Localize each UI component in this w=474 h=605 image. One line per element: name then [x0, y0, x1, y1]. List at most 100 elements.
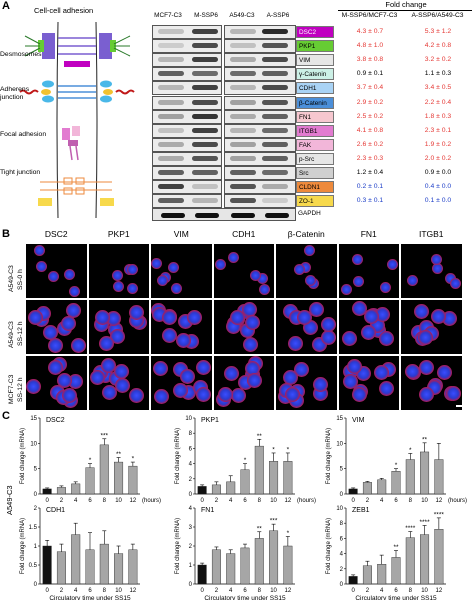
x-tick-label: 2: [366, 588, 370, 594]
bar: [211, 484, 221, 495]
y-tick-label: 4: [340, 552, 344, 558]
y-axis-label: Fold change (mRNA): [175, 428, 181, 484]
y-tick-label: 3: [189, 525, 193, 531]
cell-blob: [126, 264, 138, 276]
x-tick-label: 10: [421, 498, 428, 504]
if-image: [401, 244, 462, 298]
cell-blob: [341, 284, 353, 295]
if-image: [88, 356, 149, 410]
if-row-cell: A549-C3: [8, 265, 15, 292]
cell-blob: [154, 388, 170, 404]
bar: [405, 537, 415, 585]
cell-blob: [99, 336, 115, 352]
y-tick-label: 2: [340, 567, 344, 573]
if-image: [338, 300, 399, 354]
fold-change-a: 2.3 ± 0.1: [424, 126, 452, 134]
if-image: [213, 244, 274, 298]
bar: [128, 465, 138, 495]
cell-blob: [450, 277, 462, 289]
significance-label: *: [287, 530, 290, 537]
blot-band: [192, 198, 218, 204]
blot-row: [152, 81, 296, 96]
bar: [240, 547, 250, 585]
fold-change-a: 5.3 ± 1.2: [424, 28, 452, 35]
cell-blob: [227, 251, 239, 263]
blot-band: [262, 170, 288, 175]
bar: [85, 467, 95, 495]
y-tick-label: 8: [189, 431, 193, 437]
y-tick-label: 0: [34, 492, 38, 498]
label-tight-junction: Tight junction: [0, 169, 41, 176]
y-tick-label: 1: [189, 563, 193, 569]
fold-change-m: 3.8 ± 0.8: [356, 56, 384, 64]
bar: [348, 576, 358, 585]
cell-blob: [430, 309, 446, 325]
cell-blob: [47, 360, 63, 376]
fold-change-m: 3.7 ± 0.4: [356, 84, 384, 92]
protein-tag: γ-Catenin: [296, 68, 334, 81]
fold-change-a: 3.2 ± 0.2: [424, 56, 452, 64]
y-tick-label: 2: [34, 506, 38, 512]
x-tick-label: 6: [243, 588, 247, 594]
fold-change-a: 1.9 ± 0.2: [424, 140, 452, 148]
if-row-label: SS-0 h: [17, 269, 24, 290]
protein-tag: CDH1: [296, 82, 334, 95]
if-image: [151, 300, 212, 354]
label-adherens-junction: Adherens junction: [0, 86, 30, 101]
cell-blob: [379, 381, 395, 397]
y-tick-label: 10: [185, 416, 192, 422]
bar: [377, 564, 387, 585]
cell-blob: [224, 365, 240, 381]
cell-blob: [176, 333, 192, 348]
y-tick-label: 0: [189, 582, 193, 588]
cell-blob: [378, 330, 394, 346]
blot-band: [192, 127, 218, 133]
x-tick-label: 0: [200, 498, 204, 504]
cell-blob: [363, 309, 379, 325]
cell-blob: [299, 262, 311, 274]
bar: [56, 487, 66, 495]
y-axis-label: Fold change (mRNA): [326, 518, 332, 574]
bar: [85, 549, 95, 585]
cell-blob: [230, 387, 246, 403]
if-image: [26, 244, 87, 298]
bar: [254, 445, 264, 495]
bar: [128, 549, 138, 585]
x-tick-label: 6: [243, 498, 247, 504]
x-tick-label: 8: [103, 498, 107, 504]
cell-blob: [242, 337, 258, 353]
cell-blob: [387, 258, 399, 270]
protein-tag: FAK: [296, 138, 334, 151]
if-column-label: PKP1: [107, 229, 130, 239]
cell-blob: [244, 314, 260, 330]
cell-blob: [375, 306, 391, 322]
cell-blob: [26, 378, 42, 394]
blot-band: [192, 99, 218, 105]
cell-blob: [430, 253, 442, 265]
cell-blob: [320, 329, 336, 345]
if-image: [338, 356, 399, 410]
blot-row: [152, 166, 296, 180]
if-image: [88, 244, 149, 298]
cell-blob: [36, 261, 48, 273]
blot-band: [192, 43, 218, 49]
if-row-cell: A549-C3: [8, 321, 15, 348]
blot-band: [230, 198, 256, 204]
blot-band: [230, 184, 256, 190]
y-tick-label: 4: [189, 506, 193, 512]
if-row-cell: MCF7-C3: [8, 374, 15, 404]
bar: [420, 451, 430, 495]
blot-band: [158, 99, 184, 105]
bar: [42, 488, 52, 495]
y-tick-label: 8: [340, 521, 344, 527]
chart-title: VIM: [352, 417, 365, 424]
blot-band: [192, 170, 218, 175]
cell-blob: [257, 273, 269, 285]
blot-band: [230, 155, 256, 161]
significance-label: *: [132, 456, 135, 463]
cell-blob: [173, 382, 188, 398]
x-tick-label: 4: [74, 588, 78, 594]
blot-col-a-ssp6: A-SSP6: [266, 12, 290, 19]
cell-blob: [246, 372, 262, 388]
x-unit-label: (hours): [448, 498, 467, 504]
